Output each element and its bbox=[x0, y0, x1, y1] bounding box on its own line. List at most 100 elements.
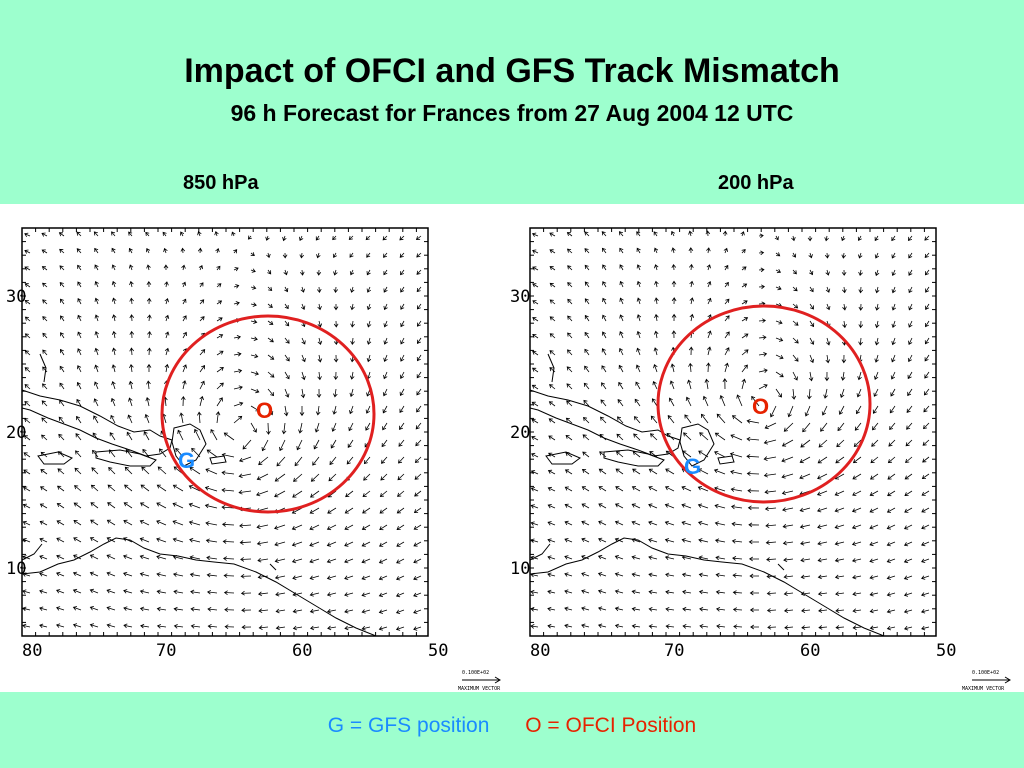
wind-vector bbox=[614, 589, 624, 594]
wind-vector bbox=[763, 439, 777, 445]
wind-vector bbox=[817, 507, 828, 513]
wind-vector bbox=[265, 235, 270, 241]
wind-vector bbox=[719, 395, 726, 407]
wind-vector bbox=[874, 354, 879, 363]
wind-vector bbox=[361, 609, 371, 614]
wind-vector bbox=[665, 606, 675, 612]
wind-vector bbox=[601, 348, 607, 356]
wind-vector bbox=[381, 456, 388, 464]
wind-vector bbox=[816, 490, 828, 496]
wind-vector bbox=[274, 541, 286, 547]
wind-vector bbox=[856, 388, 862, 398]
wind-vector bbox=[904, 507, 913, 513]
wind-vector bbox=[671, 297, 677, 305]
wind-vector bbox=[282, 235, 287, 242]
wind-vector bbox=[651, 398, 658, 407]
wind-vector bbox=[139, 537, 150, 543]
wind-vector bbox=[344, 608, 354, 614]
wind-vector bbox=[298, 422, 303, 434]
wind-vector bbox=[399, 235, 405, 241]
wind-vector bbox=[581, 555, 590, 560]
vector-key-caption: MAXIMUM VECTOR bbox=[458, 686, 501, 692]
wind-vector bbox=[858, 320, 864, 329]
wind-vector bbox=[190, 606, 201, 612]
wind-vector bbox=[782, 523, 794, 529]
wind-vector bbox=[907, 388, 913, 397]
wind-vector bbox=[792, 354, 799, 362]
wind-vector bbox=[396, 558, 405, 564]
wind-vector bbox=[58, 433, 65, 441]
wind-vector bbox=[348, 422, 354, 432]
wind-vector bbox=[924, 354, 930, 362]
wind-vector bbox=[250, 302, 257, 307]
wind-vector bbox=[41, 417, 48, 424]
wind-vector bbox=[221, 487, 235, 493]
wind-vector bbox=[382, 405, 388, 414]
wind-vector bbox=[206, 555, 218, 561]
wind-vector bbox=[215, 411, 221, 424]
x-tick-60: 60 bbox=[800, 641, 820, 661]
wind-vector bbox=[581, 606, 590, 611]
wind-vector bbox=[741, 349, 749, 356]
wind-vector bbox=[870, 456, 879, 464]
wind-vector bbox=[671, 280, 677, 287]
wind-vector bbox=[146, 380, 151, 390]
wind-vector bbox=[854, 422, 862, 431]
wind-vector bbox=[413, 609, 422, 614]
wind-vector bbox=[199, 380, 205, 390]
wind-vector bbox=[42, 383, 48, 390]
y-tick-30: 30 bbox=[6, 287, 26, 307]
wind-vector bbox=[775, 320, 783, 325]
wind-vector bbox=[532, 317, 539, 322]
wind-vector bbox=[871, 439, 879, 447]
wind-vector bbox=[22, 589, 31, 594]
wind-vector bbox=[654, 297, 659, 305]
wind-vector bbox=[309, 524, 320, 531]
wind-vector bbox=[250, 405, 260, 412]
wind-vector bbox=[383, 354, 388, 362]
legend-gfs: G = GFS position bbox=[327, 714, 490, 737]
wind-vector bbox=[730, 487, 743, 492]
wind-vector bbox=[233, 351, 242, 357]
wind-vector bbox=[924, 269, 930, 276]
wind-vector bbox=[841, 235, 846, 242]
wind-vector bbox=[216, 283, 222, 288]
wind-vector bbox=[73, 537, 82, 543]
wind-vector bbox=[330, 439, 337, 449]
wind-vector bbox=[688, 263, 694, 271]
wind-vector bbox=[908, 303, 913, 311]
wind-vector bbox=[530, 470, 539, 475]
wind-vector bbox=[139, 502, 150, 509]
wind-vector bbox=[749, 590, 759, 596]
wind-vector bbox=[714, 451, 726, 458]
wind-vector bbox=[362, 507, 371, 514]
ofci-circle-850 bbox=[160, 314, 376, 514]
wind-vector bbox=[146, 363, 152, 372]
wind-vector bbox=[267, 286, 273, 291]
wind-vector bbox=[126, 431, 133, 441]
wind-vector bbox=[56, 623, 65, 628]
wind-vector bbox=[258, 456, 269, 466]
wind-vector bbox=[903, 575, 913, 580]
wind-vector bbox=[363, 456, 371, 465]
wind-vector bbox=[648, 624, 658, 629]
wind-vector bbox=[839, 388, 845, 398]
wind-vector bbox=[416, 371, 422, 379]
wind-vector bbox=[396, 507, 405, 514]
wind-vector bbox=[106, 554, 116, 560]
wind-vector bbox=[42, 282, 48, 288]
wind-vector bbox=[618, 347, 624, 356]
y-tick-20: 20 bbox=[510, 423, 530, 443]
wind-vector bbox=[90, 502, 99, 509]
wind-vector bbox=[76, 415, 82, 424]
panel-label-200: 200 hPa bbox=[718, 172, 794, 194]
wind-vector bbox=[332, 405, 337, 415]
wind-vector bbox=[531, 232, 539, 237]
x-tick-50: 50 bbox=[936, 641, 956, 661]
wind-vector bbox=[140, 484, 150, 492]
wind-vector bbox=[146, 264, 151, 271]
wind-vector bbox=[76, 381, 82, 390]
wind-vector bbox=[93, 398, 99, 407]
wind-vector bbox=[89, 588, 99, 594]
wind-vector bbox=[564, 503, 573, 509]
